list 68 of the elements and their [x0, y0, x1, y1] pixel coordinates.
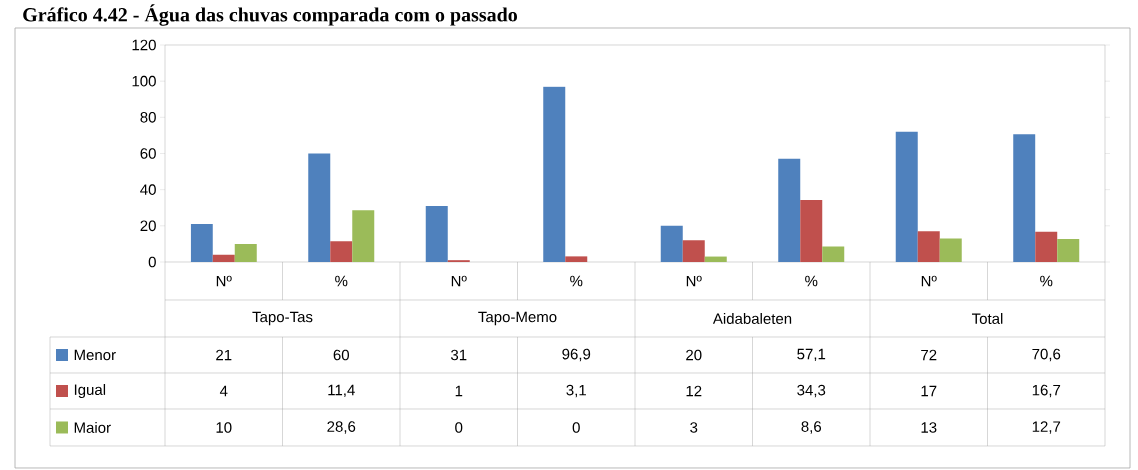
legend-label: Menor — [74, 349, 116, 361]
y-tick-label: 20 — [140, 220, 156, 232]
chart-title: Gráfico 4.42 - Água das chuvas comparada com o passado — [23, 4, 517, 26]
y-tick-label: 80 — [140, 112, 156, 123]
data-label: 10 — [216, 422, 232, 433]
data-label: 60 — [333, 349, 349, 361]
text: Total — [971, 312, 1003, 324]
data-label: 21 — [216, 349, 232, 361]
data-label: 28,6 — [327, 421, 356, 434]
bar — [917, 231, 940, 262]
bar — [565, 256, 588, 262]
data-label: 4 — [219, 385, 228, 397]
bar — [704, 256, 727, 262]
data-label: 17 — [921, 385, 937, 397]
x-tick-label: Nº — [216, 275, 232, 287]
bar — [1057, 239, 1080, 262]
bar — [895, 131, 918, 262]
data-label: 0 — [572, 422, 580, 433]
text: Tapo-Memo — [478, 311, 557, 326]
bar — [778, 158, 801, 262]
y-tick-label: 40 — [140, 184, 156, 195]
data-label: 1 — [455, 385, 463, 397]
y-tick-label: 120 — [132, 39, 156, 51]
x-tick-label: Nº — [451, 275, 467, 287]
data-label: 3 — [690, 422, 698, 433]
x-tick-label: % — [570, 275, 583, 287]
bar — [800, 199, 823, 262]
legend-label: Maior — [74, 421, 111, 433]
data-label: 34,3 — [797, 384, 826, 398]
legend-label: Igual — [74, 384, 106, 398]
data-label: 20 — [686, 349, 702, 361]
bar — [425, 205, 448, 262]
data-label: 13 — [921, 422, 937, 433]
data-label: 0 — [455, 422, 463, 433]
data-label: 12 — [686, 385, 702, 397]
data-label: 57,1 — [797, 348, 826, 362]
bar — [939, 238, 962, 262]
bar — [330, 241, 353, 262]
data-label: 16,7 — [1032, 384, 1061, 398]
data-label: 3,1 — [566, 384, 586, 398]
x-tick-label: % — [805, 275, 818, 287]
bar — [308, 153, 331, 262]
x-tick-label: Nº — [686, 275, 702, 287]
bar — [190, 224, 213, 262]
x-tick-label: % — [335, 275, 348, 287]
bar — [1035, 231, 1058, 262]
data-label: 70,6 — [1032, 348, 1061, 362]
data-label: 31 — [450, 349, 467, 361]
y-tick-label: 100 — [132, 75, 156, 87]
bar — [352, 210, 375, 262]
bar — [682, 240, 705, 262]
bar — [543, 86, 566, 262]
data-label: 72 — [921, 349, 937, 361]
bar — [234, 243, 257, 262]
data-label: 11,4 — [328, 384, 355, 398]
bar — [212, 254, 235, 262]
data-label: 96,9 — [562, 348, 591, 362]
x-tick-label: Nº — [921, 275, 937, 287]
y-tick-label: 60 — [140, 148, 156, 159]
y-tick-label: 0 — [148, 256, 156, 268]
text: Tapo-Tas — [252, 311, 313, 326]
bar — [822, 246, 845, 262]
bar — [660, 225, 683, 262]
data-label: 12,7 — [1032, 421, 1061, 434]
x-tick-label: % — [1040, 275, 1053, 287]
text: Aidabaleten — [712, 312, 792, 324]
bar — [1013, 134, 1036, 262]
data-label: 8,6 — [801, 421, 822, 434]
